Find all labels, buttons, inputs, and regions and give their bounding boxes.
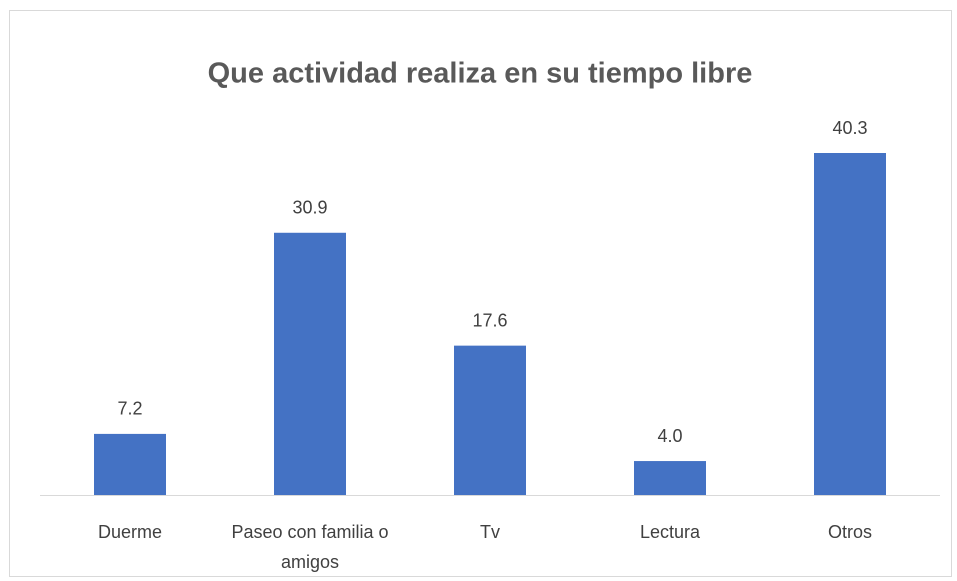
x-tick-label: Tv <box>480 522 500 542</box>
bar <box>94 433 166 495</box>
bar <box>454 345 526 495</box>
x-tick-label: Otros <box>828 522 872 542</box>
x-tick-label: Paseo con familia o amigos <box>231 522 388 572</box>
bar <box>814 153 886 495</box>
data-label: 30.9 <box>292 198 327 218</box>
x-tick-label: Duerme <box>98 522 162 542</box>
chart-title: Que actividad realiza en su tiempo libre <box>208 58 753 90</box>
x-tick-label: Lectura <box>640 522 701 542</box>
bar <box>274 232 346 495</box>
bar <box>634 461 706 495</box>
data-label: 7.2 <box>117 399 142 419</box>
data-label: 17.6 <box>472 310 507 330</box>
data-label: 4.0 <box>657 426 682 446</box>
data-label: 40.3 <box>832 118 867 138</box>
